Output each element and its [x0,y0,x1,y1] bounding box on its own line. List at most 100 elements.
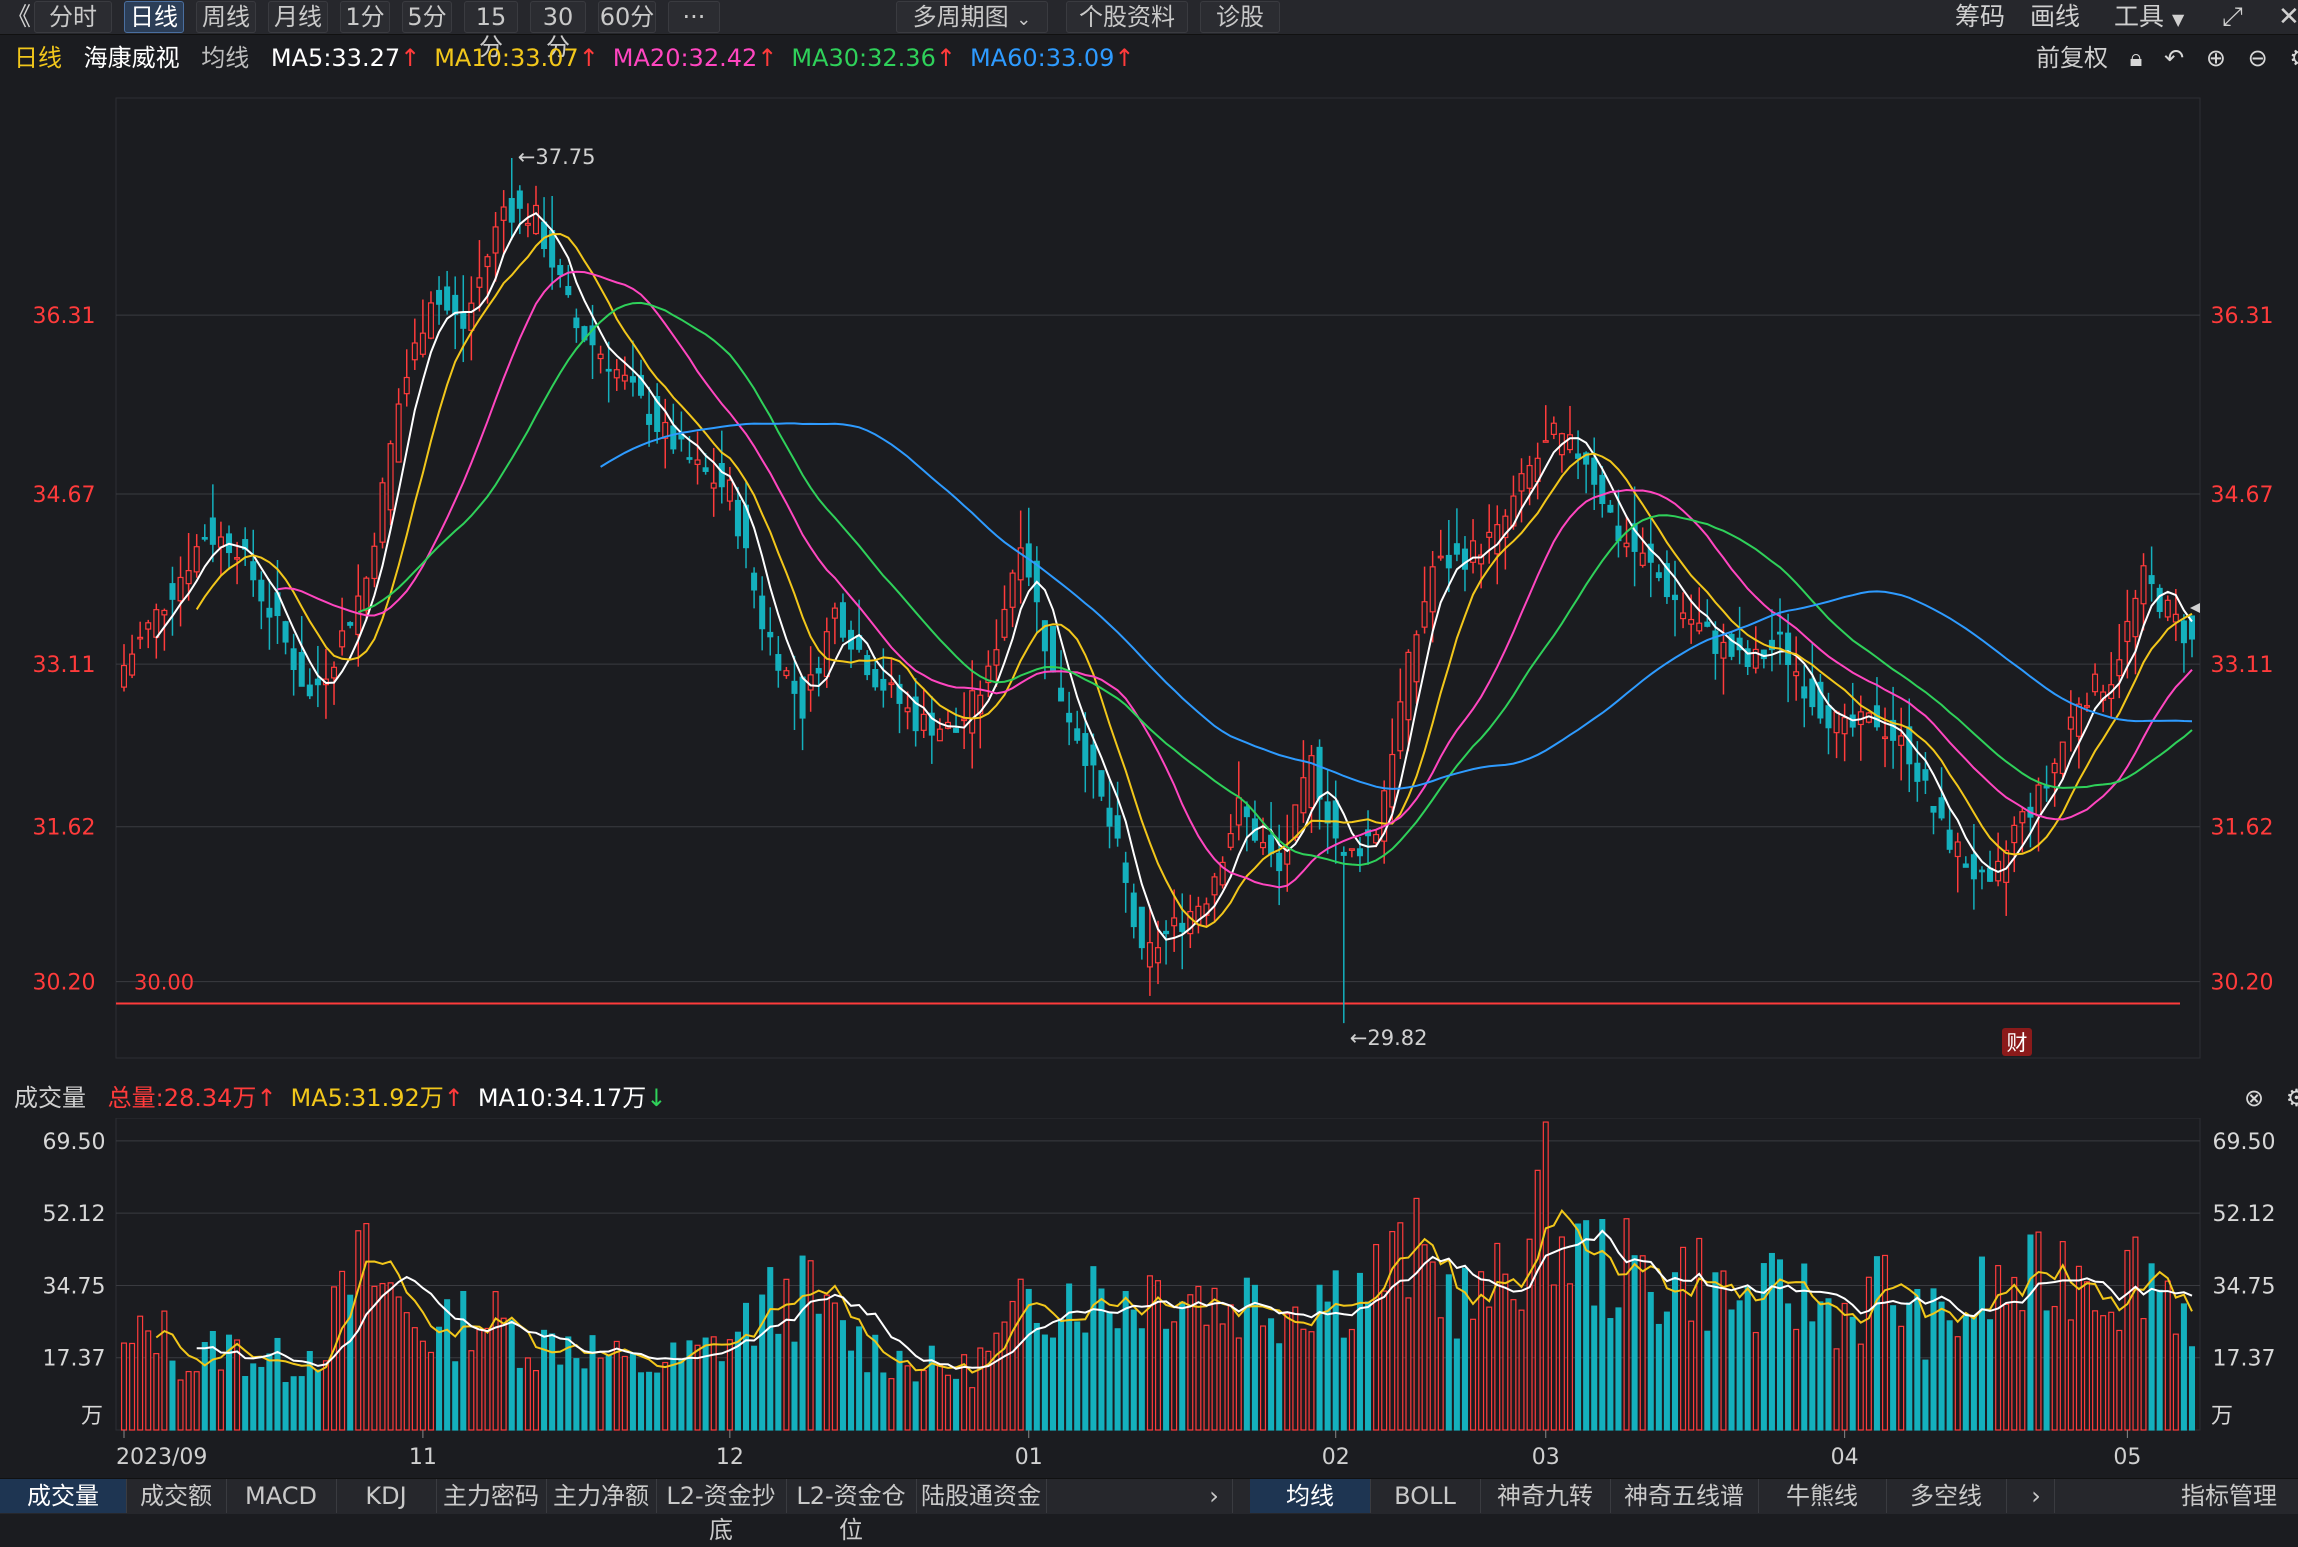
volume-bar [1494,1242,1501,1431]
overlay-tab[interactable]: 均线 [1250,1479,1371,1513]
volume-bar [1680,1246,1687,1431]
volume-bar [395,1296,402,1431]
candle-body [2059,741,2066,775]
candle-body [1906,726,1913,765]
volume-bar [1203,1324,1210,1431]
indicator-tab[interactable]: 主力密码 [436,1479,547,1513]
chips-button[interactable]: 筹码 [1955,2,2006,31]
candle-body [1300,777,1307,814]
volume-bar [629,1353,636,1431]
price-chart[interactable]: 36.31 36.31 34.67 34.67 33.11 33.11 31.62 31.62… [0,78,2298,1068]
ma-label[interactable]: 均线 [201,44,250,72]
x-tick-label: 02 [1322,1445,1350,1470]
candle-body [1049,626,1056,673]
zoom-in-icon[interactable]: ⊕ [2205,44,2226,72]
period-button-0[interactable]: 分时 [34,1,112,33]
volume-bar [1251,1284,1258,1431]
indicator-tab[interactable]: L2-资金仓位 [786,1479,917,1544]
settings-icon[interactable]: ⚙ [2289,44,2298,72]
candle-body [1421,601,1428,628]
period-button-1[interactable]: 日线 [124,1,184,33]
volume-bar [1938,1301,1945,1431]
stock-name[interactable]: 海康威视 [83,44,180,72]
close-panel-icon[interactable]: ✕ [2278,2,2298,32]
period-button-2[interactable]: 周线 [196,1,256,33]
indicator-manage-button[interactable]: 指标管理 [2181,1482,2277,1510]
indicator-tab[interactable]: 主力净额 [546,1479,657,1513]
zoom-out-icon[interactable]: ⊖ [2247,44,2268,72]
fullscreen-icon[interactable]: ⤢ [2222,2,2243,32]
volume-bar [1146,1275,1153,1431]
volume-bar [1558,1236,1565,1431]
lock-icon[interactable]: 🔒︎ [2129,44,2143,72]
indicator-tab[interactable]: 陆股通资金 [916,1479,1047,1513]
candle-body [1599,474,1606,505]
volume-bar [1461,1267,1468,1431]
volume-bar [953,1378,960,1431]
ma-line-ma30 [357,301,2193,867]
candle-body [1470,540,1477,563]
settings-icon[interactable]: ⚙ [2285,1084,2298,1112]
volume-bar [1163,1328,1170,1431]
diagnose-button[interactable]: 诊股 [1200,1,1280,33]
back-button[interactable]: 《 [6,2,32,31]
ma-line-ma60 [600,422,2193,790]
period-button-7[interactable]: 30分 [530,1,586,61]
candle-body [1461,548,1468,570]
candle-body [1712,630,1719,654]
indicator-tab[interactable]: 成交量 [0,1479,127,1513]
volume-bar [581,1368,588,1431]
volume-bar [783,1278,790,1431]
period-button-8[interactable]: 60分 [598,1,656,33]
volume-bar [1405,1297,1412,1431]
volume-bar [621,1355,628,1431]
adjust-button[interactable]: 前复权 [2036,44,2108,72]
volume-bar [1970,1316,1977,1431]
volume-bar [2164,1280,2171,1431]
volume-bar [1098,1288,1105,1431]
candle-body [1114,815,1121,839]
multi-period-button[interactable]: 多周期图 ⌄ [896,1,1048,33]
tools-button[interactable]: 工具 ▼ [2114,0,2184,34]
trend-arrow-icon: ↑ [757,44,778,72]
indicator-tab[interactable]: MACD [226,1479,337,1513]
undo-icon[interactable]: ↶ [2164,44,2185,72]
volume-bar [662,1361,669,1431]
period-button-6[interactable]: 15分 [464,1,518,61]
volume-bar [1946,1320,1953,1431]
candle-body [1405,651,1412,721]
period-button-9[interactable]: ··· [668,1,720,33]
chevron-right-icon[interactable]: › [2018,1479,2055,1513]
indicator-tab[interactable]: L2-资金抄底 [656,1479,787,1544]
volume-bar [1478,1271,1485,1431]
overlay-tab[interactable]: BOLL [1370,1479,1481,1513]
candle-body [597,353,604,360]
candle-body [1478,554,1485,565]
volume-bar [2116,1329,2123,1431]
period-button-5[interactable]: 5分 [402,1,452,33]
volume-bar [1300,1328,1307,1431]
volume-bar [904,1365,911,1431]
volume-chart[interactable]: 69.50 69.50 52.12 52.12 34.75 34.75 17.37 17.37… [0,1118,2298,1478]
stock-info-button[interactable]: 个股资料 [1066,1,1188,33]
candle-body [637,374,645,396]
volume-bar [217,1369,224,1431]
period-button-4[interactable]: 1分 [340,1,390,33]
close-icon[interactable]: ⊗ [2244,1084,2265,1112]
period-button-3[interactable]: 月线 [268,1,328,33]
draw-line-button[interactable]: 画线 [2030,2,2081,31]
overlay-tab[interactable]: 神奇五线谱 [1610,1479,1759,1513]
overlay-tab[interactable]: 多空线 [1886,1479,2007,1513]
candle-body [331,666,338,679]
overlay-tab[interactable]: 神奇九转 [1480,1479,1611,1513]
ma-line-ma5 [155,211,2193,941]
volume-bar [1324,1301,1331,1431]
candle-body [977,694,984,715]
candle-body [1429,566,1436,613]
trend-arrow-icon: ↑ [1114,44,1135,72]
indicator-tab[interactable]: KDJ [336,1479,437,1513]
indicator-tab[interactable]: 成交额 [126,1479,227,1513]
chevron-right-icon[interactable]: › [1196,1479,1233,1513]
overlay-tab[interactable]: 牛熊线 [1758,1479,1887,1513]
volume-bar [1292,1306,1299,1431]
